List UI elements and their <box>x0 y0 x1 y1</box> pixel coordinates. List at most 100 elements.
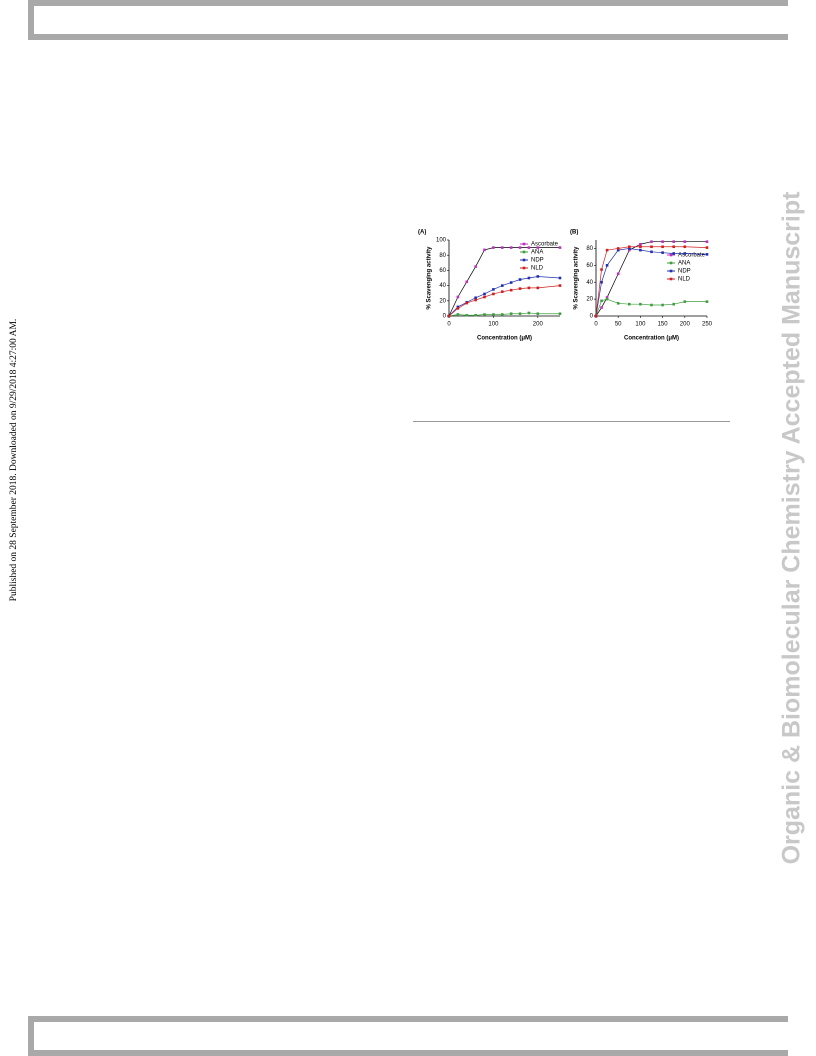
series-line <box>448 247 560 317</box>
marker <box>628 245 631 249</box>
x-tick-label: 200 <box>533 322 544 328</box>
marker <box>594 314 598 318</box>
marker <box>465 301 469 305</box>
legend-marker <box>522 250 526 254</box>
chart: (A) % Scavenging activity Concentration (μ… <box>418 230 562 342</box>
marker <box>605 297 609 301</box>
marker <box>683 300 687 303</box>
marker <box>600 306 603 309</box>
marker <box>474 265 477 268</box>
marker <box>672 245 675 249</box>
marker <box>672 252 675 255</box>
sidebar-text: Published on 28 September 2018. Download… <box>9 318 19 602</box>
marker <box>509 312 513 316</box>
marker <box>705 253 709 256</box>
y-tick-label: 60 <box>439 268 446 274</box>
marker <box>483 248 486 252</box>
legend-label: NDP <box>531 258 544 264</box>
marker <box>474 296 477 300</box>
marker <box>661 303 664 307</box>
y-tick-label: 60 <box>586 263 593 269</box>
marker <box>683 240 687 243</box>
marker <box>536 275 540 278</box>
x-tick-label: 0 <box>447 322 451 328</box>
marker <box>518 246 522 249</box>
marker <box>628 248 631 252</box>
marker <box>474 313 477 317</box>
panel-label: (A) <box>418 230 426 236</box>
y-tick-label: 100 <box>436 238 447 244</box>
marker <box>605 264 609 267</box>
y-tick-label: 80 <box>586 246 593 252</box>
legend-marker <box>522 258 526 262</box>
marker <box>465 280 469 284</box>
watermark: Organic & Biomolecular Chemistry Accepte… <box>777 191 806 865</box>
legend-marker <box>669 269 673 273</box>
marker <box>650 240 653 243</box>
marker <box>518 312 522 316</box>
marker <box>558 276 562 280</box>
legend-marker <box>669 253 673 257</box>
marker <box>683 245 687 249</box>
marker <box>705 300 709 303</box>
legend-marker <box>522 242 526 246</box>
y-axis-label: % Scavenging activity <box>574 246 580 310</box>
marker <box>558 312 562 316</box>
marker <box>500 313 504 316</box>
marker <box>661 240 664 243</box>
marker <box>527 246 531 249</box>
footer-bar <box>28 1016 788 1056</box>
legend-label: ANA <box>678 261 690 267</box>
marker <box>628 247 631 250</box>
marker <box>500 284 504 287</box>
legend-label: NLD <box>678 277 691 283</box>
marker <box>605 296 609 299</box>
marker <box>509 281 513 284</box>
x-tick-label: 50 <box>615 322 622 328</box>
y-tick-label: 40 <box>439 283 446 289</box>
marker <box>483 295 486 299</box>
marker <box>650 245 653 249</box>
marker <box>616 272 620 276</box>
marker <box>500 290 504 293</box>
marker <box>650 303 653 307</box>
marker <box>639 242 642 246</box>
legend-label: Ascorbate <box>531 242 559 248</box>
legend-marker <box>669 261 673 265</box>
x-axis-label: Concentration (μM) <box>477 336 532 342</box>
marker <box>661 245 664 249</box>
marker <box>492 288 495 291</box>
marker <box>456 305 460 309</box>
marker <box>616 248 620 252</box>
x-tick-label: 100 <box>635 322 646 328</box>
marker <box>558 284 562 287</box>
marker <box>536 246 540 249</box>
header-bar <box>28 0 788 40</box>
marker <box>509 288 513 292</box>
series-line <box>448 285 561 317</box>
x-tick-label: 0 <box>594 322 598 328</box>
marker <box>527 311 531 315</box>
marker <box>474 298 477 302</box>
x-tick-label: 100 <box>488 322 499 328</box>
marker <box>518 278 522 281</box>
marker <box>447 314 451 318</box>
marker <box>639 248 642 252</box>
x-tick-label: 250 <box>702 322 713 328</box>
marker <box>628 302 631 306</box>
rule <box>413 421 730 422</box>
marker <box>639 245 642 249</box>
marker <box>492 313 495 316</box>
series-line <box>448 312 560 317</box>
y-tick-label: 0 <box>443 314 447 320</box>
marker <box>483 292 486 296</box>
marker <box>605 248 609 252</box>
marker <box>492 246 495 249</box>
marker <box>536 286 540 290</box>
series-line <box>448 276 561 317</box>
y-tick-label: 80 <box>439 253 446 259</box>
legend-label: Ascorbate <box>678 253 706 259</box>
marker <box>672 240 675 243</box>
marker <box>661 251 664 254</box>
